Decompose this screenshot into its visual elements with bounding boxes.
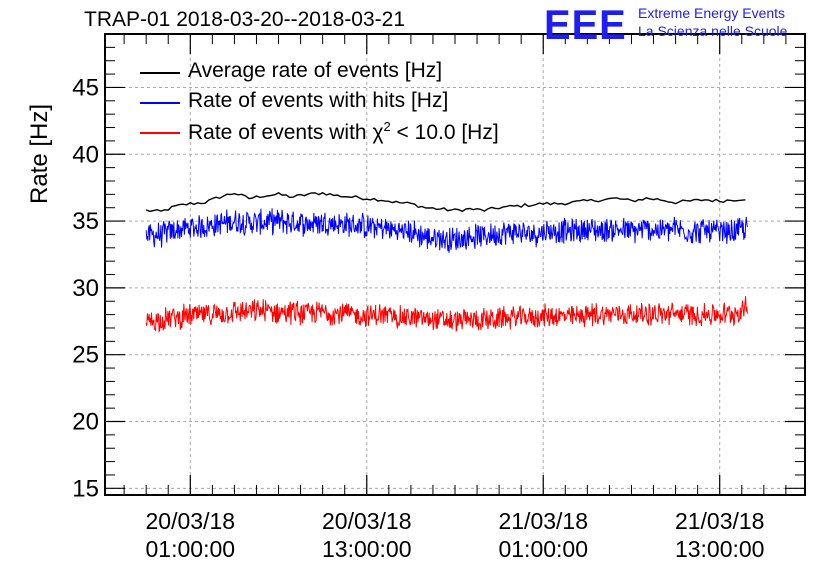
y-tick-label: 15 — [72, 475, 99, 502]
series-line-chi2 — [145, 296, 748, 334]
chart-title: TRAP-01 2018-03-20--2018-03-21 — [84, 8, 406, 31]
x-tick-label-time: 13:00:00 — [675, 536, 765, 562]
y-tick-label: 45 — [72, 74, 99, 101]
logo-caption-line1: Extreme Energy Events — [638, 5, 786, 21]
y-tick-label: 25 — [72, 342, 99, 369]
y-tick-label: 20 — [72, 409, 99, 436]
legend-swatch-average — [140, 72, 180, 74]
legend-swatch-chi2 — [140, 132, 180, 134]
x-tick-label-date: 20/03/18 — [146, 508, 236, 534]
legend-swatch-hits — [140, 102, 180, 104]
legend-label-average: Average rate of events [Hz] — [188, 59, 443, 82]
x-tick-label-date: 21/03/18 — [675, 508, 765, 534]
series-line-average — [145, 191, 746, 213]
x-tick-label-date: 20/03/18 — [322, 508, 412, 534]
y-tick-label: 40 — [72, 141, 99, 168]
y-axis-label: Rate [Hz] — [26, 103, 53, 205]
axis-tick-labels: 1520253035404520/03/1801:00:0020/03/1813… — [72, 74, 764, 562]
y-tick-label: 30 — [72, 275, 99, 302]
x-tick-label-time: 13:00:00 — [322, 536, 412, 562]
eee-logo: EEE — [544, 1, 627, 48]
legend-chi2-sup: 2 — [383, 119, 391, 134]
legend-chi2-prefix: Rate of events with — [188, 121, 373, 144]
x-tick-label-time: 01:00:00 — [146, 536, 236, 562]
y-tick-label: 35 — [72, 208, 99, 235]
logo-caption-line2: La Scienza nelle Scuole — [638, 23, 788, 39]
logo-caption: Extreme Energy Events La Scienza nelle S… — [638, 4, 787, 40]
legend-label-chi2: Rate of events with χ2 < 10.0 [Hz] — [188, 119, 499, 145]
legend-chi2-symbol: χ — [372, 121, 384, 144]
x-tick-label-date: 21/03/18 — [498, 508, 588, 534]
legend-label-hits: Rate of events with hits [Hz] — [188, 89, 449, 112]
x-tick-label-time: 01:00:00 — [498, 536, 588, 562]
legend-chi2-suffix: < 10.0 [Hz] — [390, 121, 499, 144]
series-line-hits — [145, 208, 748, 253]
axis-ticks — [105, 34, 805, 495]
series-layer — [145, 191, 748, 334]
